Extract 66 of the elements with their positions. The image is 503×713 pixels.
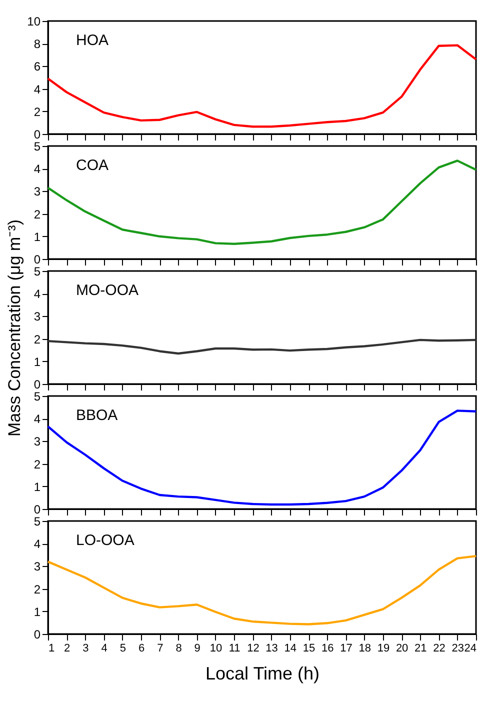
y-tick-label: 4 <box>34 537 41 552</box>
x-tick-label: 23 <box>452 642 464 654</box>
x-tick-label: 11 <box>228 642 240 654</box>
y-tick-label: 5 <box>34 514 41 528</box>
x-tick-label: 4 <box>101 642 108 654</box>
y-tick-label: 3 <box>34 560 41 574</box>
y-tick-label: 5 <box>34 264 41 278</box>
annotation: BBOA <box>76 407 118 424</box>
y-tick-label: 3 <box>34 184 41 199</box>
line-series <box>46 160 478 245</box>
x-tick-label: 15 <box>302 642 316 654</box>
x-axis-title: Local Time (h) <box>205 664 320 684</box>
y-tick-label: 3 <box>34 310 41 324</box>
x-tick-label: 19 <box>377 642 390 654</box>
x-tick-label: 1 <box>48 642 55 654</box>
line-series <box>46 554 478 626</box>
x-tick-label: 16 <box>322 642 334 654</box>
annotation: COA <box>76 157 109 174</box>
line-series <box>46 44 478 128</box>
y-tick-label: 2 <box>34 332 41 346</box>
annotation: MO-OOA <box>76 282 138 299</box>
x-tick-label: 7 <box>157 642 164 654</box>
annotation: LO-OOA <box>76 532 134 549</box>
x-tick-label: 8 <box>176 642 182 654</box>
y-tick-label: 0 <box>34 378 41 392</box>
y-tick-label: 0 <box>34 628 41 642</box>
line-series <box>46 410 478 506</box>
y-tick-label: 4 <box>34 82 41 96</box>
x-tick-label: 5 <box>120 642 126 654</box>
x-tick-label: 17 <box>340 642 352 654</box>
y-tick-label: 0 <box>34 502 41 516</box>
y-tick-label: 3 <box>34 434 41 449</box>
y-tick-label: 10 <box>27 14 41 28</box>
x-tick-label: 6 <box>138 642 145 654</box>
x-tick-label: 12 <box>247 642 260 654</box>
y-tick-label: 5 <box>34 140 41 154</box>
x-tick-label: 9 <box>194 642 200 654</box>
x-tick-label: 18 <box>358 642 371 654</box>
y-axis-title: Mass Concentration (μg m⁻³) <box>4 219 24 437</box>
y-tick-label: 0 <box>34 128 41 142</box>
y-tick-label: 1 <box>34 480 41 494</box>
x-tick-label: 14 <box>284 642 297 654</box>
y-tick-label: 2 <box>34 582 41 596</box>
y-tick-label: 1 <box>34 230 41 244</box>
x-tick-label: 3 <box>82 642 89 654</box>
y-tick-label: 1 <box>34 604 41 619</box>
x-tick-label: 21 <box>414 642 427 654</box>
y-tick-label: 4 <box>34 162 41 176</box>
x-tick-label: 2 <box>64 642 70 654</box>
y-tick-label: 1 <box>34 354 41 369</box>
x-tick-label: 13 <box>266 642 278 654</box>
y-tick-label: 2 <box>34 457 41 472</box>
y-tick-label: 2 <box>34 207 41 222</box>
annotation: HOA <box>76 32 109 49</box>
y-tick-label: 8 <box>34 37 41 52</box>
x-tick-label: 20 <box>396 642 408 654</box>
y-tick-label: 0 <box>34 252 41 266</box>
y-tick-label: 5 <box>34 390 41 404</box>
line-series <box>46 338 478 355</box>
y-tick-label: 4 <box>34 412 41 426</box>
x-tick-label: 10 <box>210 642 222 654</box>
y-tick-label: 4 <box>34 287 41 302</box>
x-tick-label: 22 <box>433 642 446 654</box>
y-tick-label: 2 <box>34 104 41 119</box>
y-tick-label: 6 <box>34 60 41 74</box>
x-tick-label: 24 <box>464 642 476 654</box>
